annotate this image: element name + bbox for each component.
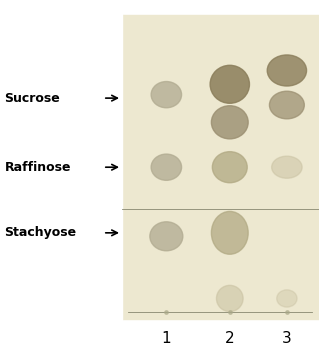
Bar	[1, 1, 122, 347]
Text: 2: 2	[225, 331, 235, 346]
Ellipse shape	[269, 91, 304, 119]
Text: Raffinose: Raffinose	[4, 161, 71, 174]
Ellipse shape	[151, 154, 181, 180]
Ellipse shape	[212, 152, 247, 183]
Ellipse shape	[277, 290, 297, 307]
Ellipse shape	[267, 55, 307, 86]
Ellipse shape	[150, 222, 183, 251]
Text: 1: 1	[162, 331, 171, 346]
Text: 3: 3	[282, 331, 292, 346]
Text: Sucrose: Sucrose	[4, 91, 60, 105]
Ellipse shape	[216, 285, 243, 312]
Text: Stachyose: Stachyose	[4, 227, 77, 239]
Ellipse shape	[210, 65, 250, 103]
Ellipse shape	[212, 106, 248, 139]
Bar	[122, 15, 319, 319]
Ellipse shape	[272, 156, 302, 178]
Ellipse shape	[151, 82, 181, 108]
Ellipse shape	[212, 211, 248, 254]
